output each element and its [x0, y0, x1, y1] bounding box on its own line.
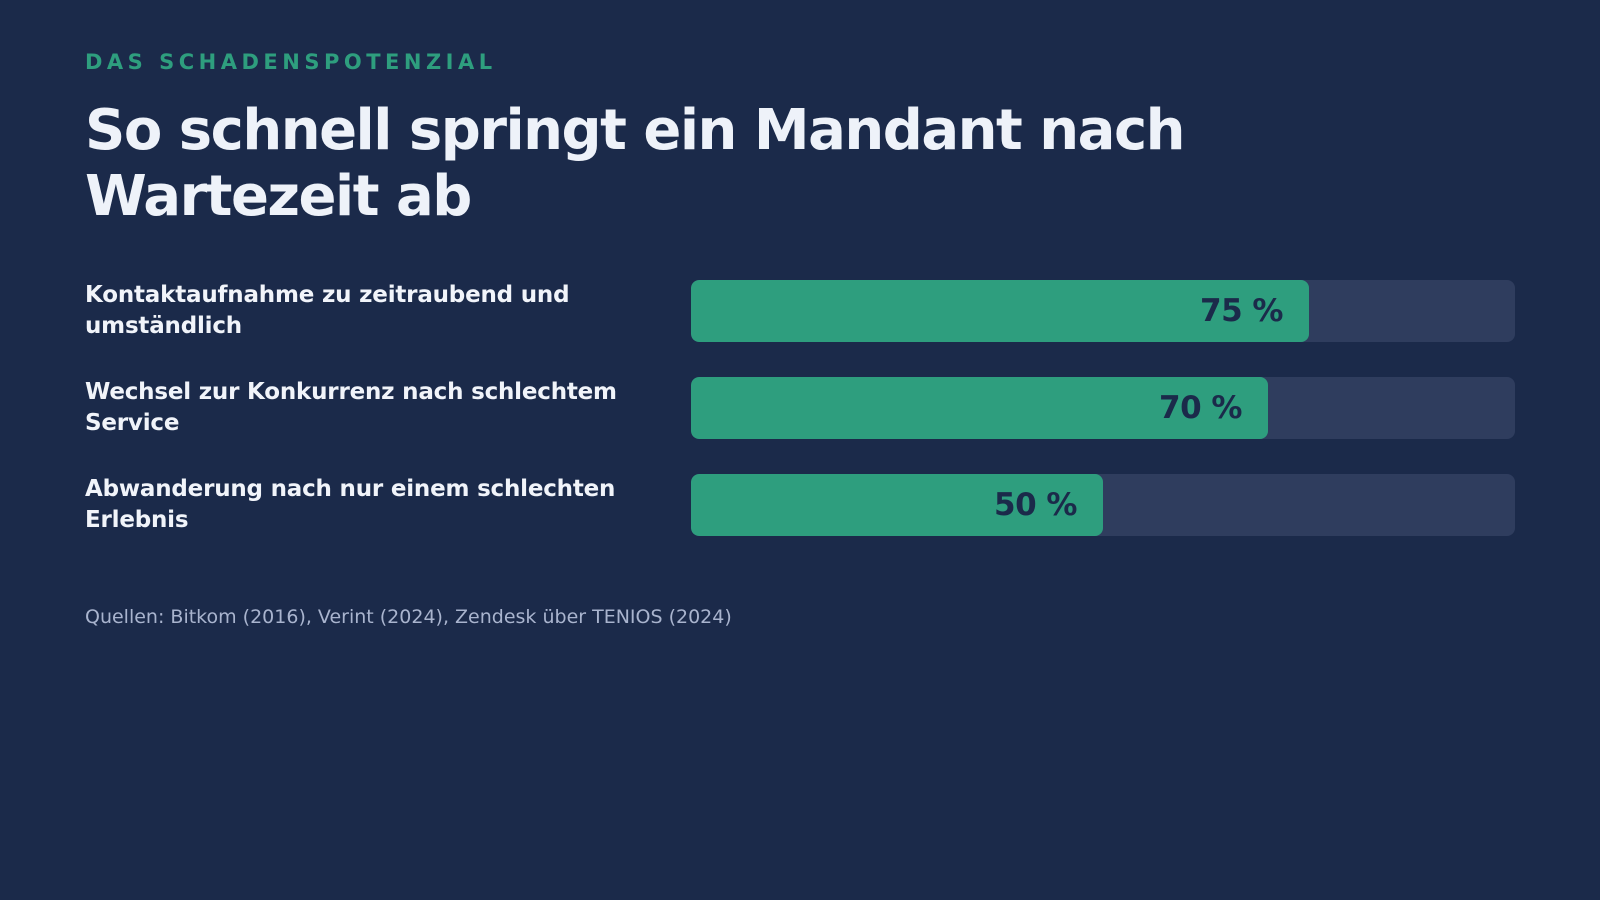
bar-value-label: 50 %	[994, 487, 1078, 523]
bar-category-label: Wechsel zur Konkurrenz nach schlechtem S…	[85, 379, 617, 436]
bar	[691, 474, 1103, 536]
bar	[691, 280, 1309, 342]
bar-row: Wechsel zur Konkurrenz nach schlechtem S…	[85, 377, 1515, 439]
source-note: Quellen: Bitkom (2016), Verint (2024), Z…	[85, 606, 732, 628]
bar-track: 50 %	[691, 474, 1515, 536]
bar-track: 75 %	[691, 280, 1515, 342]
bar-value-label: 75 %	[1200, 293, 1284, 329]
slide: DAS SCHADENSPOTENZIAL So schnell springt…	[85, 0, 1515, 900]
bar-category-label: Kontaktaufnahme zu zeitraubend und umstä…	[85, 282, 570, 339]
bar-value-label: 70 %	[1159, 390, 1243, 426]
bar-row: Kontaktaufnahme zu zeitraubend und umstä…	[85, 280, 1515, 342]
bar-row: Abwanderung nach nur einem schlechten Er…	[85, 474, 1515, 536]
bar-category-label: Abwanderung nach nur einem schlechten Er…	[85, 476, 616, 533]
bar	[691, 377, 1268, 439]
page-title: So schnell springt ein Mandant nach Wart…	[85, 98, 1186, 229]
bar-track: 70 %	[691, 377, 1515, 439]
bar-chart: Kontaktaufnahme zu zeitraubend und umstä…	[85, 280, 1515, 550]
eyebrow-label: DAS SCHADENSPOTENZIAL	[85, 50, 497, 74]
